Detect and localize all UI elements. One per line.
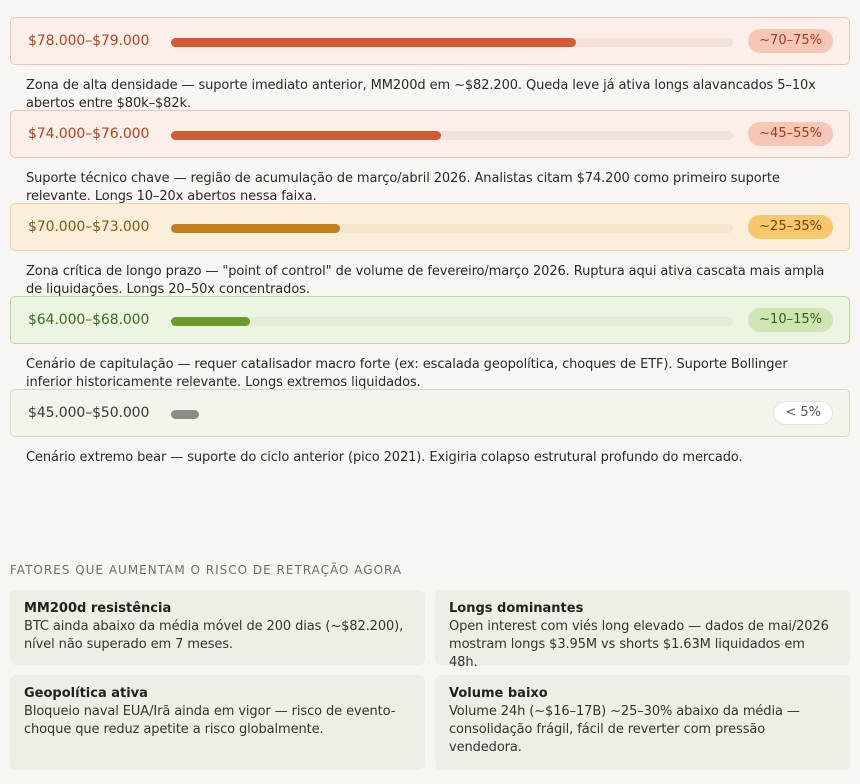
factor-card-title: Volume baixo — [449, 686, 548, 701]
zone-price-range: $64.000–$68.000 — [28, 312, 150, 328]
zone-row: $78.000–$79.000 ~70–75% — [10, 17, 850, 65]
probability-badge: < 5% — [773, 401, 833, 425]
factor-card-text: Volume 24h (~$16–17B) ~25–30% abaixo da … — [449, 704, 800, 755]
zone-row: $45.000–$50.000 < 5% — [10, 389, 850, 437]
zone-row: $64.000–$68.000 ~10–15% — [10, 296, 850, 344]
factor-card-title: Longs dominantes — [449, 601, 584, 616]
probability-bar-fill — [171, 131, 441, 140]
factors-section-title: FATORES QUE AUMENTAM O RISCO DE RETRAÇÃO… — [10, 563, 403, 577]
risk-factors-grid: MM200d resistência BTC ainda abaixo da m… — [10, 590, 850, 770]
factor-card-text: Bloqueio naval EUA/Irã ainda em vigor — … — [24, 704, 396, 737]
probability-bar-track — [171, 131, 733, 140]
zone-description: Zona crítica de longo prazo — "point of … — [26, 264, 825, 297]
zone-description: Cenário de capitulação — requer catalisa… — [26, 357, 788, 390]
liquidation-zones: $78.000–$79.000 ~70–75% Zona de alta den… — [10, 17, 850, 482]
zone-description: Zona de alta densidade — suporte imediat… — [26, 78, 816, 111]
factor-card: MM200d resistência BTC ainda abaixo da m… — [10, 590, 425, 665]
zone-description: Suporte técnico chave — região de acumul… — [26, 171, 780, 204]
factor-card: Longs dominantes Open interest com viés … — [435, 590, 850, 670]
factor-card-title: Geopolítica ativa — [24, 686, 148, 701]
probability-bar-track — [171, 410, 733, 419]
zone-price-range: $78.000–$79.000 — [28, 33, 150, 49]
probability-bar-fill — [171, 410, 200, 419]
probability-bar-fill — [171, 224, 340, 233]
factor-card-text: Open interest com viés long elevado — da… — [449, 619, 829, 670]
factor-card: Geopolítica ativa Bloqueio naval EUA/Irã… — [10, 675, 425, 770]
zone-description: Cenário extremo bear — suporte do ciclo … — [26, 450, 743, 465]
probability-badge: ~70–75% — [748, 29, 833, 53]
zone-price-range: $45.000–$50.000 — [28, 405, 150, 421]
probability-bar-track — [171, 224, 733, 233]
probability-bar-fill — [171, 317, 250, 326]
zone-price-range: $74.000–$76.000 — [28, 126, 150, 142]
factor-card-title: MM200d resistência — [24, 601, 172, 616]
zone-price-range: $70.000–$73.000 — [28, 219, 150, 235]
probability-bar-fill — [171, 38, 576, 47]
probability-badge: ~10–15% — [748, 308, 833, 332]
probability-bar-track — [171, 38, 733, 47]
probability-badge: ~45–55% — [748, 122, 833, 146]
probability-badge: ~25–35% — [748, 215, 833, 239]
probability-bar-track — [171, 317, 733, 326]
zone-row: $74.000–$76.000 ~45–55% — [10, 110, 850, 158]
factor-card: Volume baixo Volume 24h (~$16–17B) ~25–3… — [435, 675, 850, 770]
zone-row: $70.000–$73.000 ~25–35% — [10, 203, 850, 251]
factor-card-text: BTC ainda abaixo da média móvel de 200 d… — [24, 619, 404, 652]
